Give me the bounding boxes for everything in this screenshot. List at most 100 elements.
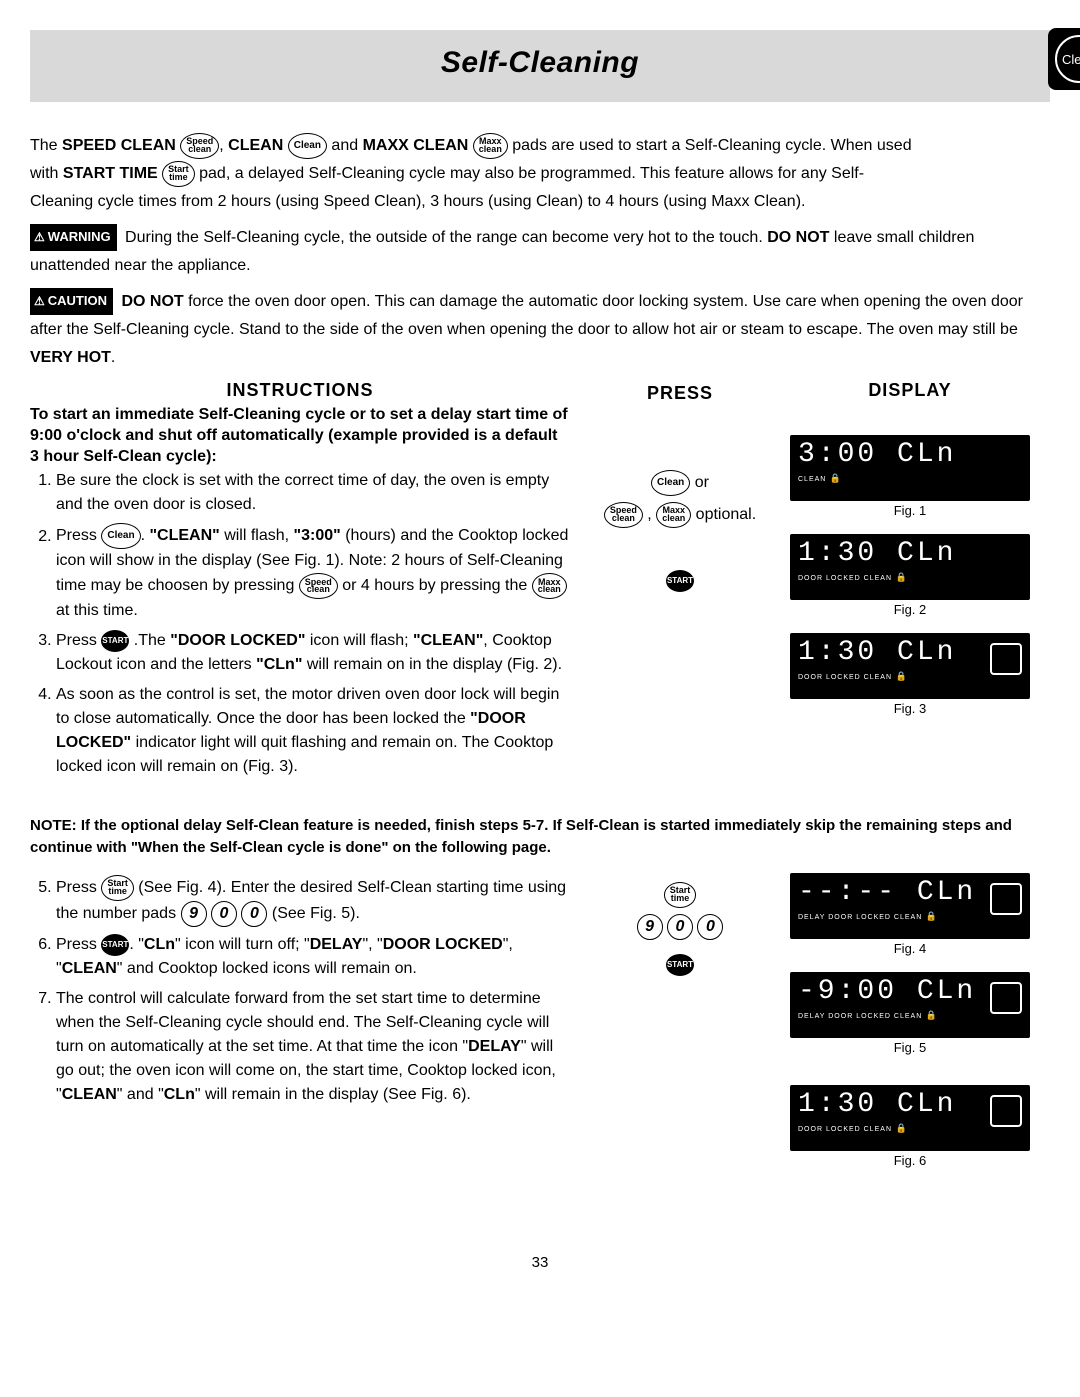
cln-label: CLn	[144, 936, 175, 953]
step-1: Be sure the clock is set with the correc…	[56, 469, 570, 517]
maxx-clean-label: MAXX CLEAN	[363, 137, 469, 154]
maxx-clean-pad-icon: Maxxclean	[473, 133, 508, 159]
text: ,	[219, 137, 228, 154]
l2: time	[108, 888, 127, 896]
clean-pad-icon: Clean	[101, 523, 140, 549]
title-bar: Self-Cleaning Clean	[30, 30, 1050, 102]
numpad-0: 0	[211, 901, 237, 927]
start-pad-icon: START	[666, 954, 694, 976]
text: Press	[56, 879, 101, 896]
oven-box-icon	[990, 1095, 1022, 1127]
instructions-column-2: Press Starttime (See Fig. 4). Enter the …	[30, 873, 570, 1184]
text: .The	[129, 632, 170, 649]
door-locked-label: DOOR LOCKED	[383, 936, 503, 953]
text: icon will flash;	[305, 632, 413, 649]
fig-caption: Fig. 6	[790, 1153, 1030, 1168]
instructions-grid-2: Press Starttime (See Fig. 4). Enter the …	[30, 873, 1050, 1184]
text: and	[327, 137, 363, 154]
start-pad-icon: START	[101, 934, 129, 956]
start-pad-icon: START	[101, 630, 129, 652]
start-pad-icon: START	[666, 570, 694, 592]
speed-clean-pad-icon: Speedclean	[299, 573, 338, 599]
text: . "	[129, 936, 144, 953]
delay-label: DELAY	[310, 936, 363, 953]
display-sub: CLEAN	[798, 473, 1022, 484]
clean-badge-label: Clean	[1055, 35, 1080, 83]
display-sub: DOOR LOCKED CLEAN	[798, 1123, 1022, 1134]
start-time-label: START TIME	[63, 165, 158, 182]
display-sub: DOOR LOCKED CLEAN	[798, 572, 1022, 583]
text: During the Self-Cleaning cycle, the outs…	[121, 229, 768, 246]
fig-caption: Fig. 4	[790, 941, 1030, 956]
clean-label: CLEAN	[62, 1086, 117, 1103]
clean-label: CLEAN	[228, 137, 283, 154]
very-hot-label: VERY HOT	[30, 349, 111, 366]
speed-clean-pad-icon: Speedclean	[180, 133, 219, 159]
text: pad, a delayed Self-Cleaning cycle may a…	[195, 165, 864, 182]
start-time-pad-icon: Starttime	[664, 882, 697, 908]
clean-pad-icon: Clean	[651, 470, 690, 496]
display-value: 1:30 CLn	[798, 1091, 1022, 1119]
text: ", "	[362, 936, 382, 953]
maxx-clean-pad-icon: Maxxclean	[656, 502, 691, 528]
text: at this time.	[56, 602, 138, 619]
press-column: PRESS Clean or Speedclean , Maxxclean op…	[580, 380, 780, 789]
start-time-pad-icon: Starttime	[101, 875, 134, 901]
instructions-column: INSTRUCTIONS To start an immediate Self-…	[30, 380, 570, 789]
l2: clean	[188, 146, 211, 154]
display-fig-6: 1:30 CLn DOOR LOCKED CLEAN	[790, 1085, 1030, 1151]
clean-flash-label: "CLEAN"	[149, 528, 219, 545]
display-fig-4: --:-- CLn DELAY DOOR LOCKED CLEAN	[790, 873, 1030, 939]
start-time-pad-icon: Starttime	[162, 161, 195, 187]
fig-caption: Fig. 2	[790, 602, 1030, 617]
fig-caption: Fig. 1	[790, 503, 1030, 518]
numpad-9: 9	[637, 914, 663, 940]
press-column-2: Starttime 9 0 0 START	[580, 873, 780, 1184]
note-text: NOTE: If the optional delay Self-Clean f…	[30, 815, 1050, 859]
text: ,	[643, 506, 656, 523]
text: (See Fig. 5).	[267, 905, 359, 922]
press-header: PRESS	[580, 380, 780, 407]
fig-caption: Fig. 5	[790, 1040, 1030, 1055]
do-not-label: DO NOT	[121, 293, 183, 310]
text: " icon will turn off; "	[175, 936, 310, 953]
l2: clean	[538, 586, 561, 594]
display-column-2: --:-- CLn DELAY DOOR LOCKED CLEAN Fig. 4…	[790, 873, 1030, 1184]
step-3: Press START .The "DOOR LOCKED" icon will…	[56, 629, 570, 677]
press-row-3: Starttime 9 0 0	[580, 879, 780, 943]
clean-pad-icon: Clean	[288, 133, 327, 159]
display-value: 3:00 CLn	[798, 441, 1022, 469]
l2: clean	[662, 515, 685, 523]
display-value: --:-- CLn	[798, 879, 1022, 907]
text: with	[30, 165, 63, 182]
step-7: The control will calculate forward from …	[56, 987, 570, 1107]
warning-paragraph: WARNING During the Self-Cleaning cycle, …	[30, 224, 1050, 280]
text: will remain on in the display (Fig. 2).	[302, 656, 562, 673]
numpad-0: 0	[697, 914, 723, 940]
text: " and "	[117, 1086, 164, 1103]
block-intro: To start an immediate Self-Cleaning cycl…	[30, 405, 570, 467]
display-fig-5: -9:00 CLn DELAY DOOR LOCKED CLEAN	[790, 972, 1030, 1038]
or-label: or	[690, 474, 709, 491]
text: " and Cooktop locked icons will remain o…	[117, 960, 417, 977]
maxx-clean-pad-icon: Maxxclean	[532, 573, 567, 599]
text: Press	[56, 632, 101, 649]
clean-label: CLEAN	[62, 960, 117, 977]
step-6: Press START. "CLn" icon will turn off; "…	[56, 933, 570, 981]
page-title: Self-Cleaning	[40, 46, 1040, 80]
text: The	[30, 137, 62, 154]
delay-label: DELAY	[468, 1038, 521, 1055]
optional-label: optional.	[691, 506, 756, 523]
display-header: DISPLAY	[790, 380, 1030, 401]
press-row-2: START	[580, 565, 780, 597]
display-value: 1:30 CLn	[798, 540, 1022, 568]
display-sub: DELAY DOOR LOCKED CLEAN	[798, 1010, 1022, 1021]
l2: time	[169, 174, 188, 182]
door-locked-label: "DOOR LOCKED"	[170, 632, 305, 649]
step-2: Press Clean. "CLEAN" will flash, "3:00" …	[56, 523, 570, 623]
display-value: -9:00 CLn	[798, 978, 1022, 1006]
text: pads are used to start a Self-Cleaning c…	[508, 137, 912, 154]
speed-clean-label: SPEED CLEAN	[62, 137, 176, 154]
caution-paragraph: CAUTION DO NOT force the oven door open.…	[30, 288, 1050, 372]
oven-box-icon	[990, 643, 1022, 675]
